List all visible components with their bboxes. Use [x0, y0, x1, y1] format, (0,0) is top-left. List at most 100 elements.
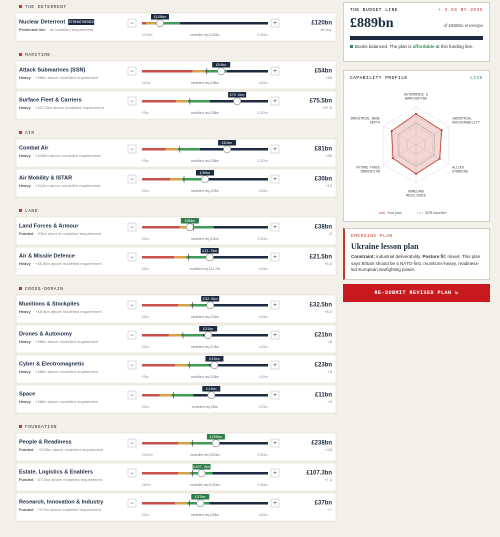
track-zone [142, 334, 169, 337]
track-zone [208, 256, 268, 259]
step-label[interactable]: + [273, 147, 277, 153]
step-button[interactable] [127, 300, 137, 310]
step-button[interactable] [270, 18, 280, 28]
step-label[interactable]: − [130, 501, 134, 507]
slider-thumb[interactable] [210, 361, 219, 370]
track-zone [174, 256, 187, 259]
step-label[interactable]: − [130, 471, 134, 477]
step-button[interactable] [270, 144, 280, 154]
slider-thumb[interactable] [223, 145, 231, 154]
section-marker [19, 425, 22, 428]
step-button[interactable] [127, 252, 137, 262]
slider-thumb[interactable] [197, 469, 206, 478]
step-button[interactable] [270, 330, 280, 340]
step-button[interactable] [127, 174, 137, 184]
step-label[interactable]: − [130, 255, 134, 261]
requirement-label: modelled req £30bn [191, 513, 219, 517]
row-delta: +7 [327, 507, 332, 512]
step-button[interactable] [127, 96, 137, 106]
step-button[interactable] [270, 498, 280, 508]
step-label[interactable]: − [130, 69, 134, 75]
value-tag-label: £107.3bn [193, 465, 210, 470]
step-button[interactable] [270, 252, 280, 262]
row-delta: +10 [325, 183, 333, 188]
step-label[interactable]: − [130, 393, 134, 399]
step-label[interactable]: + [273, 363, 277, 369]
row-tag: Heavy [19, 261, 32, 266]
slider-thumb[interactable] [185, 223, 194, 232]
step-button[interactable] [127, 222, 137, 232]
row-value: £120bn [311, 21, 332, 27]
step-label[interactable]: + [273, 69, 277, 75]
step-label[interactable]: − [130, 177, 134, 183]
step-button[interactable] [270, 96, 280, 106]
slider-thumb[interactable] [233, 97, 242, 106]
step-button[interactable] [127, 66, 137, 76]
step-button[interactable] [270, 300, 280, 310]
step-label[interactable]: − [130, 303, 134, 309]
row [15, 432, 337, 462]
step-label[interactable]: − [130, 21, 134, 27]
step-label[interactable]: + [273, 501, 277, 507]
slider-thumb[interactable] [217, 67, 226, 76]
step-label[interactable]: + [273, 21, 277, 27]
row-value: £11bn [315, 393, 332, 399]
step-label[interactable]: + [273, 441, 277, 447]
axis-label: INDUSTRIAL SUSTAINABILITY [452, 117, 480, 125]
step-label[interactable]: − [130, 147, 134, 153]
step-label[interactable]: + [273, 471, 277, 477]
step-label[interactable]: − [130, 333, 134, 339]
step-label[interactable]: + [273, 177, 277, 183]
slider-thumb[interactable] [201, 175, 209, 184]
step-label[interactable]: + [273, 99, 277, 105]
step-button[interactable] [127, 438, 137, 448]
step-label[interactable]: + [273, 225, 277, 231]
max-label: £300bn [257, 453, 268, 457]
row-delta: at req. [321, 27, 332, 32]
step-label[interactable]: − [130, 99, 134, 105]
slider-thumb[interactable] [206, 301, 215, 310]
step-button[interactable] [127, 144, 137, 154]
step-label[interactable]: + [273, 255, 277, 261]
track-zone [182, 178, 204, 181]
row [15, 294, 337, 324]
section-title: FOUNDATION [25, 424, 57, 430]
step-button[interactable] [270, 66, 280, 76]
step-label[interactable]: − [130, 363, 134, 369]
step-button[interactable] [127, 468, 137, 478]
slider-thumb[interactable] [205, 253, 214, 262]
slider-thumb[interactable] [204, 331, 213, 340]
value-tag-label: £32.5bn [203, 297, 218, 302]
track-zone [204, 70, 227, 73]
step-label[interactable]: − [130, 441, 134, 447]
step-label[interactable]: + [273, 303, 277, 309]
radar-point [415, 172, 417, 175]
step-button[interactable] [270, 390, 280, 400]
slider-thumb[interactable] [156, 19, 164, 28]
step-button[interactable] [127, 498, 137, 508]
step-button[interactable] [270, 222, 280, 232]
step-button[interactable] [127, 18, 137, 28]
step-button[interactable] [270, 360, 280, 370]
row-value: £54bn [315, 69, 333, 75]
axis-label: ALLIED STANDING [452, 165, 468, 173]
step-button[interactable] [127, 330, 137, 340]
row-name: Space [19, 391, 35, 397]
step-button[interactable] [270, 174, 280, 184]
step-label[interactable]: + [273, 333, 277, 339]
step-label[interactable]: − [130, 225, 134, 231]
step-label[interactable]: + [273, 393, 277, 399]
step-button[interactable] [127, 360, 137, 370]
step-button[interactable] [127, 390, 137, 400]
step-button[interactable] [270, 468, 280, 478]
track-zone [190, 304, 213, 307]
slider-thumb[interactable] [207, 391, 216, 400]
step-button[interactable] [270, 438, 280, 448]
slider-thumb[interactable] [212, 439, 220, 448]
value-tag [180, 218, 199, 224]
slider-thumb[interactable] [196, 499, 205, 508]
axis-label: DETERRENCE & WARFIGHTING [404, 92, 428, 100]
row [15, 324, 337, 354]
resubmit-button[interactable]: RE-SUBMIT REVISED PLAN ↻ [343, 284, 490, 302]
value-tag [196, 170, 214, 176]
